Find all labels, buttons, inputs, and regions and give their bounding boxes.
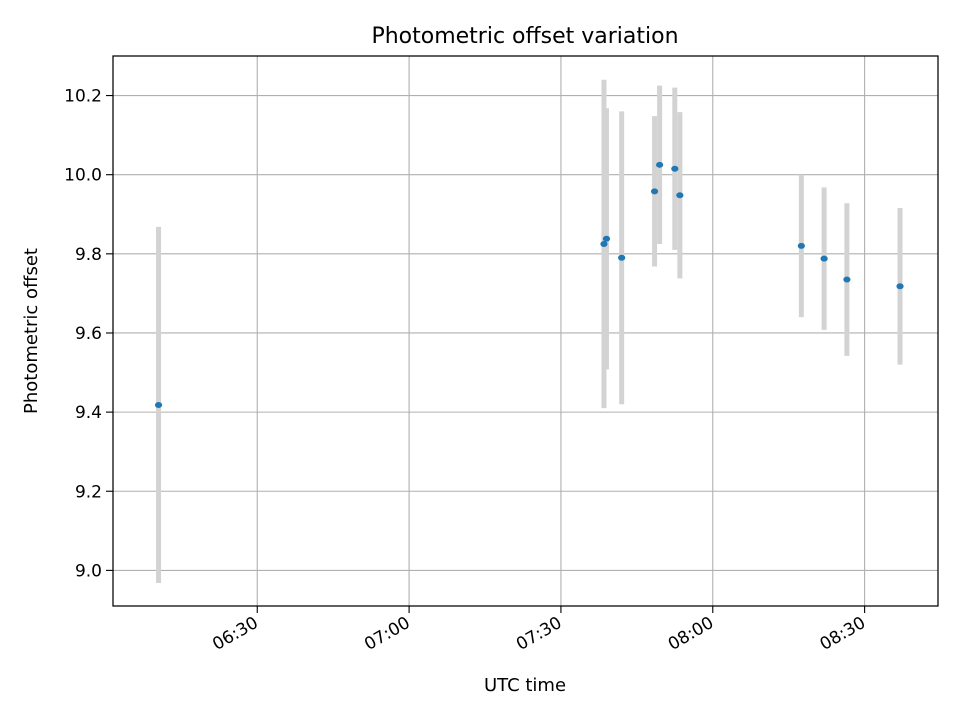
x-tick-label: 07:00 [361, 613, 413, 655]
x-tick-label: 08:30 [817, 613, 869, 655]
data-point [797, 242, 805, 249]
data-point [896, 283, 904, 290]
error-bars [156, 79, 903, 584]
x-axis: 06:30 07:00 07:30 08:00 08:30 [209, 606, 869, 655]
data-point [650, 188, 659, 195]
data-point [656, 161, 664, 168]
x-axis-label: UTC time [484, 675, 566, 696]
grid [113, 56, 938, 606]
data-point [600, 240, 608, 247]
y-axis: 9.0 9.2 9.4 9.6 9.8 10.0 10.2 [64, 87, 113, 581]
y-axis-label: Photometric offset [21, 248, 42, 414]
x-tick-label: 06:30 [209, 613, 261, 655]
y-tick-label: 9.6 [75, 324, 102, 344]
data-point [618, 254, 626, 261]
y-tick-label: 9.8 [75, 245, 102, 265]
y-tick-label: 9.2 [75, 482, 102, 502]
data-point [671, 165, 679, 172]
chart-title: Photometric offset variation [371, 24, 678, 49]
y-tick-label: 10.0 [64, 166, 102, 186]
y-tick-label: 10.2 [64, 87, 102, 107]
data-point [820, 255, 828, 262]
x-tick-label: 08:00 [665, 613, 717, 655]
y-tick-label: 9.0 [75, 561, 102, 581]
data-point [676, 192, 684, 199]
plot-frame [112, 55, 939, 607]
data-points [154, 161, 904, 408]
data-point [602, 235, 611, 242]
data-point [843, 276, 851, 283]
x-tick-label: 07:30 [513, 613, 565, 655]
data-point [154, 401, 163, 408]
y-tick-label: 9.4 [75, 403, 102, 423]
